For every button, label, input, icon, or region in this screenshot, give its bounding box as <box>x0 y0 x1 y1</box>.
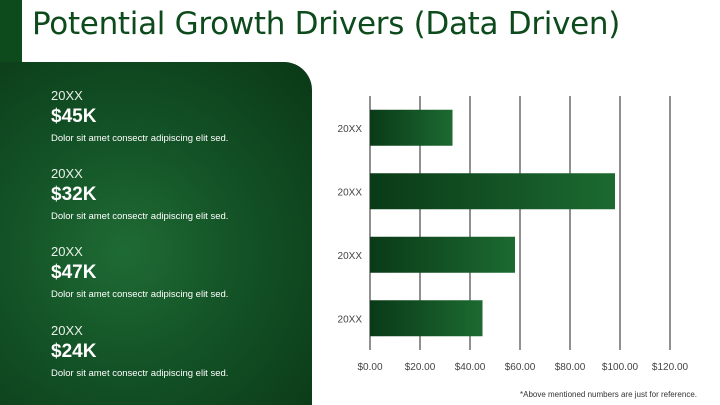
bar <box>370 173 615 210</box>
y-category-label: 20XX <box>338 314 363 325</box>
stat-description: Dolor sit amet consectr adipiscing elit … <box>51 211 229 222</box>
y-category-label: 20XX <box>338 187 363 198</box>
bar-chart-svg: $0.00 $20.00 $40.00 $60.00 $80.00 $100.00 $120… <box>338 96 689 373</box>
y-category-label: 20XX <box>338 124 363 135</box>
x-tick-label: $0.00 <box>357 362 382 373</box>
stat-year: 20XX <box>51 244 83 259</box>
y-category-label: 20XX <box>338 251 363 262</box>
stat-block-4: 20XX $24K Dolor sit amet consectr adipis… <box>51 323 306 380</box>
stat-description: Dolor sit amet consectr adipiscing elit … <box>51 368 229 379</box>
bar <box>370 109 453 146</box>
stat-year: 20XX <box>51 166 83 181</box>
stat-block-3: 20XX $47K Dolor sit amet consectr adipis… <box>51 244 306 301</box>
x-tick-label: $60.00 <box>505 362 536 373</box>
x-tick-label: $120.00 <box>652 362 689 373</box>
stat-description: Dolor sit amet consectr adipiscing elit … <box>51 289 229 300</box>
stat-year: 20XX <box>51 88 83 103</box>
stat-value: $32K <box>51 184 97 205</box>
slide-title: Potential Growth Drivers (Data Driven) <box>32 6 621 42</box>
x-tick-label: $100.00 <box>602 362 639 373</box>
stat-block-2: 20XX $32K Dolor sit amet consectr adipis… <box>51 166 306 223</box>
stat-value: $47K <box>51 262 97 283</box>
stat-value: $45K <box>51 106 97 127</box>
footnote: *Above mentioned numbers are just for re… <box>520 390 697 399</box>
bar-chart: $0.00 $20.00 $40.00 $60.00 $80.00 $100.00 $120… <box>320 88 720 388</box>
x-tick-label: $80.00 <box>555 362 586 373</box>
stats-panel <box>0 62 312 405</box>
stat-description: Dolor sit amet consectr adipiscing elit … <box>51 133 229 144</box>
x-tick-label: $40.00 <box>455 362 486 373</box>
bar <box>370 300 483 337</box>
stat-value: $24K <box>51 341 97 362</box>
bar <box>370 236 515 273</box>
accent-strip <box>0 0 22 62</box>
x-tick-label: $20.00 <box>405 362 436 373</box>
stat-block-1: 20XX $45K Dolor sit amet consectr adipis… <box>51 88 306 145</box>
stat-year: 20XX <box>51 323 83 338</box>
